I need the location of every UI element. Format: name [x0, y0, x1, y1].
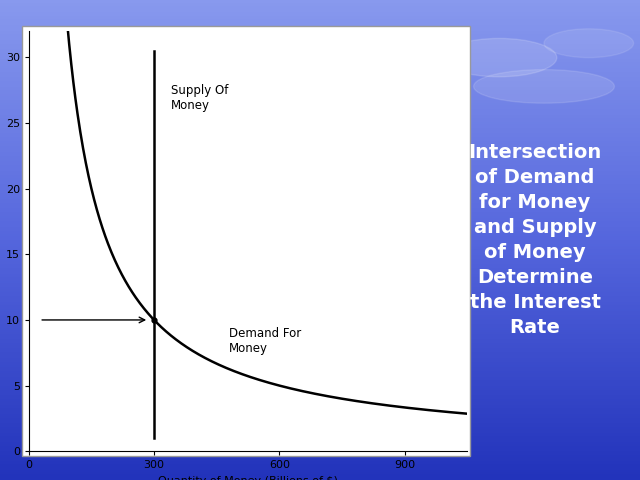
- Text: Supply Of
Money: Supply Of Money: [171, 84, 228, 112]
- Ellipse shape: [544, 29, 634, 58]
- Text: Intersection
of Demand
for Money
and Supply
of Money
Determine
the Interest
Rate: Intersection of Demand for Money and Sup…: [468, 143, 602, 337]
- Text: Demand For
Money: Demand For Money: [229, 326, 301, 355]
- Ellipse shape: [474, 70, 614, 103]
- X-axis label: Quantity of Money (Billions of $): Quantity of Money (Billions of $): [158, 476, 338, 480]
- Ellipse shape: [442, 38, 557, 77]
